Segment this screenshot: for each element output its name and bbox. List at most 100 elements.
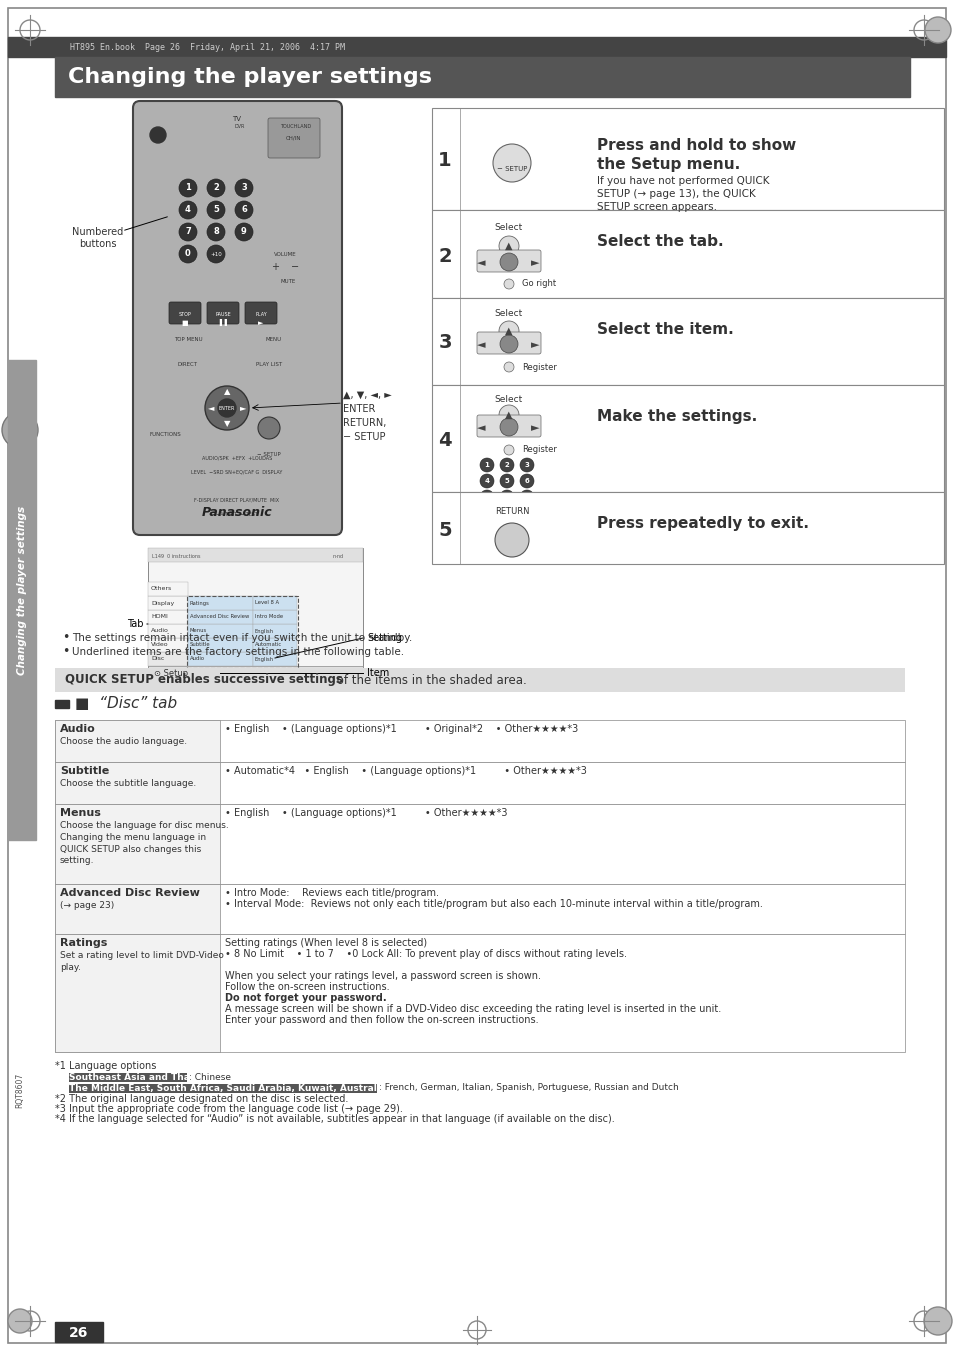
Circle shape: [924, 18, 950, 43]
Text: Automatic: Automatic: [254, 643, 282, 647]
Circle shape: [207, 201, 225, 219]
Text: 3: 3: [241, 184, 247, 192]
Bar: [148, 653, 188, 666]
Bar: [55, 884, 904, 934]
Bar: [253, 596, 296, 611]
Circle shape: [503, 362, 514, 372]
Bar: [55, 720, 904, 762]
Bar: [432, 108, 943, 209]
Text: Audio: Audio: [60, 724, 95, 734]
Circle shape: [179, 223, 196, 240]
Bar: [188, 638, 253, 653]
Text: 4: 4: [185, 205, 191, 215]
Text: Select: Select: [495, 309, 522, 319]
Text: of the items in the shaded area.: of the items in the shaded area.: [333, 674, 526, 686]
Text: − SETUP: − SETUP: [257, 453, 280, 457]
Text: *4 If the language selected for “Audio” is not available, subtitles appear in th: *4 If the language selected for “Audio” …: [55, 1115, 614, 1124]
Text: +10: +10: [501, 512, 512, 517]
Text: Setting ratings (When level 8 is selected): Setting ratings (When level 8 is selecte…: [225, 938, 427, 948]
Text: L149  0 instructions: L149 0 instructions: [152, 554, 200, 559]
Text: Make the settings.: Make the settings.: [597, 409, 757, 424]
Circle shape: [499, 417, 517, 436]
Circle shape: [479, 458, 494, 471]
Text: Menus: Menus: [190, 628, 207, 634]
Text: Tab: Tab: [128, 619, 144, 630]
Text: *3 Input the appropriate code from the language code list (→ page 29).: *3 Input the appropriate code from the l…: [55, 1104, 402, 1115]
Text: Underlined items are the factory settings in the following table.: Underlined items are the factory setting…: [71, 647, 404, 657]
Text: ►: ►: [239, 404, 246, 412]
Text: ►: ►: [530, 258, 538, 267]
Text: F-DISPLAY DIRECT PLAY/MUTE  MIX: F-DISPLAY DIRECT PLAY/MUTE MIX: [194, 497, 279, 503]
Circle shape: [499, 253, 517, 272]
Circle shape: [499, 490, 514, 504]
Text: ▲, ▼, ◄, ►
ENTER
RETURN,
− SETUP: ▲, ▼, ◄, ► ENTER RETURN, − SETUP: [343, 390, 392, 442]
Text: −A.TEST  − TEST: −A.TEST − TEST: [215, 512, 257, 516]
Text: +10: +10: [210, 251, 222, 257]
Text: Panasonic: Panasonic: [201, 507, 272, 520]
Circle shape: [519, 458, 534, 471]
Text: 0: 0: [185, 250, 191, 258]
Text: 5: 5: [437, 520, 452, 539]
Text: ◄: ◄: [476, 423, 485, 434]
Bar: [55, 1323, 103, 1342]
Text: TV: TV: [233, 116, 241, 122]
Text: If you have not performed QUICK
SETUP (→ page 13), the QUICK
SETUP screen appear: If you have not performed QUICK SETUP (→…: [597, 176, 769, 212]
Text: MUTE: MUTE: [280, 280, 295, 284]
Text: Enter your password and then follow the on-screen instructions.: Enter your password and then follow the …: [225, 1015, 538, 1025]
Text: MENU: MENU: [266, 336, 282, 342]
Text: English: English: [254, 628, 274, 634]
Text: • Intro Mode:    Reviews each title/program.: • Intro Mode: Reviews each title/program…: [225, 888, 438, 898]
FancyBboxPatch shape: [268, 118, 319, 158]
Text: 2: 2: [213, 184, 218, 192]
Text: Advanced Disc Review: Advanced Disc Review: [60, 888, 200, 898]
Text: Numbered
buttons: Numbered buttons: [72, 227, 124, 249]
Circle shape: [499, 474, 514, 488]
Text: 4: 4: [484, 478, 489, 484]
Text: 6: 6: [241, 205, 247, 215]
Circle shape: [207, 245, 225, 263]
Text: • English    • (Language options)*1         • Original*2    • Other★★★★*3: • English • (Language options)*1 • Origi…: [225, 724, 578, 734]
Text: • Interval Mode:  Reviews not only each title/program but also each 10-minute in: • Interval Mode: Reviews not only each t…: [225, 898, 762, 909]
Circle shape: [234, 178, 253, 197]
Text: 5: 5: [504, 478, 509, 484]
Text: Video: Video: [151, 643, 169, 647]
Text: LEVEL  −SRD SN+EQ/CAF G  DISPLAY: LEVEL −SRD SN+EQ/CAF G DISPLAY: [192, 470, 282, 474]
Text: PAUSE: PAUSE: [214, 312, 231, 316]
Circle shape: [503, 280, 514, 289]
Circle shape: [479, 508, 494, 521]
FancyBboxPatch shape: [245, 303, 276, 324]
FancyBboxPatch shape: [169, 303, 201, 324]
Text: ENTER: ENTER: [218, 405, 235, 411]
Bar: [188, 611, 253, 624]
Circle shape: [495, 523, 529, 557]
Text: (→ page 23): (→ page 23): [60, 901, 114, 911]
Text: Level 8 A: Level 8 A: [254, 600, 279, 605]
FancyBboxPatch shape: [476, 332, 540, 354]
Text: 3: 3: [437, 334, 452, 353]
Bar: [55, 934, 220, 1052]
Text: Changing the player settings: Changing the player settings: [17, 505, 27, 674]
Text: 6: 6: [524, 478, 529, 484]
Text: ■: ■: [181, 320, 188, 326]
Text: • 8 No Limit    • 1 to 7    •0 Lock All: To prevent play of discs without rating: • 8 No Limit • 1 to 7 •0 Lock All: To pr…: [225, 948, 626, 959]
Text: ▼: ▼: [224, 420, 230, 428]
Circle shape: [499, 458, 514, 471]
Bar: [188, 596, 253, 611]
Text: VOLUME: VOLUME: [274, 253, 296, 257]
Text: 8: 8: [504, 494, 509, 500]
Bar: [253, 653, 296, 666]
Bar: [8, 359, 36, 840]
Text: FUNCTIONS: FUNCTIONS: [149, 432, 181, 436]
Text: 9: 9: [524, 494, 529, 500]
Bar: [188, 624, 253, 638]
Text: Go right: Go right: [521, 280, 556, 289]
Bar: [148, 582, 188, 596]
Circle shape: [498, 236, 518, 255]
Text: HDMI: HDMI: [151, 615, 168, 620]
Text: Ratings: Ratings: [60, 938, 108, 948]
Text: The Middle East, South Africa, Saudi Arabia, Kuwait, Australia and N.Z.: The Middle East, South Africa, Saudi Ara…: [69, 1084, 432, 1093]
Bar: [55, 804, 220, 884]
Bar: [55, 884, 220, 934]
Text: TOP MENU: TOP MENU: [173, 336, 202, 342]
Text: Ratings: Ratings: [190, 600, 210, 605]
